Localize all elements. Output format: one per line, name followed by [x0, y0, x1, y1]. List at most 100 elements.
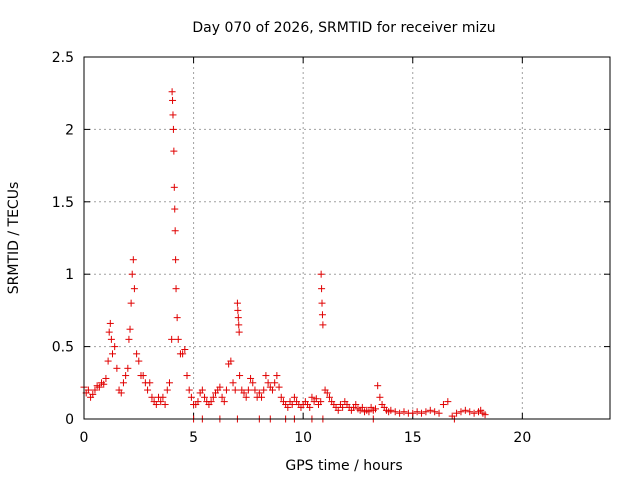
- data-point: [262, 372, 270, 380]
- data-point: [439, 401, 447, 409]
- data-point: [157, 398, 165, 406]
- x-tick-label: 5: [189, 430, 198, 446]
- data-point: [91, 386, 99, 394]
- data-point: [165, 379, 173, 387]
- data-point: [306, 403, 314, 411]
- data-point: [481, 411, 489, 419]
- x-tick-label: 15: [404, 430, 422, 446]
- y-axis-label: SRMTID / TECUs: [6, 182, 22, 295]
- y-tick-label: 0.5: [52, 340, 74, 356]
- data-point: [198, 386, 206, 394]
- data-point: [466, 408, 474, 416]
- data-point: [102, 374, 110, 382]
- data-point: [133, 350, 141, 358]
- data-point: [431, 408, 439, 416]
- data-point: [470, 409, 478, 417]
- data-point: [249, 379, 257, 387]
- axis-ticks: [83, 56, 610, 420]
- y-tick-label: 2.5: [52, 50, 74, 66]
- data-point: [318, 311, 326, 319]
- data-point: [161, 401, 169, 409]
- data-point: [260, 386, 268, 394]
- data-point: [179, 350, 187, 358]
- data-point: [172, 256, 180, 264]
- data-point: [171, 227, 179, 235]
- data-point: [129, 256, 137, 264]
- data-point: [319, 321, 327, 329]
- data-point: [128, 270, 136, 278]
- data-point: [374, 382, 382, 390]
- data-point: [251, 386, 259, 394]
- data-point: [231, 386, 239, 394]
- data-point: [194, 398, 202, 406]
- data-point: [317, 270, 325, 278]
- data-point: [170, 147, 178, 155]
- data-point: [183, 372, 191, 380]
- data-point: [244, 386, 252, 394]
- data-point: [100, 380, 108, 388]
- data-point: [400, 408, 408, 416]
- data-point: [201, 393, 209, 401]
- x-tick-label: 10: [294, 430, 312, 446]
- data-point: [268, 386, 276, 394]
- data-point: [111, 343, 119, 351]
- data-point: [227, 357, 235, 365]
- data-point: [444, 398, 452, 406]
- data-point: [391, 408, 399, 416]
- data-point: [173, 314, 181, 322]
- plot-frame: [83, 56, 611, 420]
- data-point: [413, 408, 421, 416]
- data-point: [235, 328, 243, 336]
- data-point: [240, 389, 248, 397]
- data-point: [457, 408, 465, 416]
- data-point: [171, 205, 179, 213]
- data-point: [277, 393, 285, 401]
- data-point: [236, 372, 244, 380]
- data-point: [148, 393, 156, 401]
- data-point: [264, 379, 272, 387]
- data-point: [371, 405, 379, 413]
- data-point: [117, 389, 125, 397]
- data-point: [317, 398, 325, 406]
- data-point: [122, 372, 130, 380]
- data-point: [159, 393, 167, 401]
- data-point: [152, 401, 160, 409]
- data-point: [168, 335, 176, 343]
- data-point: [308, 393, 316, 401]
- chart-title: Day 070 of 2026, SRMTID for receiver miz…: [192, 20, 495, 36]
- y-tick-label: 1.5: [52, 195, 74, 211]
- data-point: [168, 88, 176, 96]
- data-point: [222, 386, 230, 394]
- data-point: [284, 403, 292, 411]
- data-point: [318, 299, 326, 307]
- data-point: [288, 401, 296, 409]
- data-point: [229, 379, 237, 387]
- data-point: [387, 406, 395, 414]
- data-point: [271, 379, 279, 387]
- data-point: [376, 393, 384, 401]
- data-point: [169, 96, 177, 104]
- data-point: [124, 364, 132, 372]
- data-point: [144, 386, 152, 394]
- data-point: [119, 379, 127, 387]
- data-point: [135, 357, 143, 365]
- data-point: [95, 383, 103, 391]
- data-point: [107, 335, 115, 343]
- data-point: [247, 374, 255, 382]
- grid: [84, 57, 610, 419]
- data-point: [334, 406, 342, 414]
- data-point: [172, 285, 180, 293]
- data-point: [187, 393, 195, 401]
- data-point: [339, 403, 347, 411]
- data-point: [318, 285, 326, 293]
- data-point: [104, 357, 112, 365]
- data-point: [312, 395, 320, 403]
- data-point: [396, 409, 404, 417]
- x-tick-label: 0: [80, 430, 89, 446]
- data-point: [125, 335, 133, 343]
- data-point: [234, 306, 242, 314]
- data-point: [218, 393, 226, 401]
- data-point: [207, 398, 215, 406]
- data-point: [170, 183, 178, 191]
- data-point: [358, 403, 366, 411]
